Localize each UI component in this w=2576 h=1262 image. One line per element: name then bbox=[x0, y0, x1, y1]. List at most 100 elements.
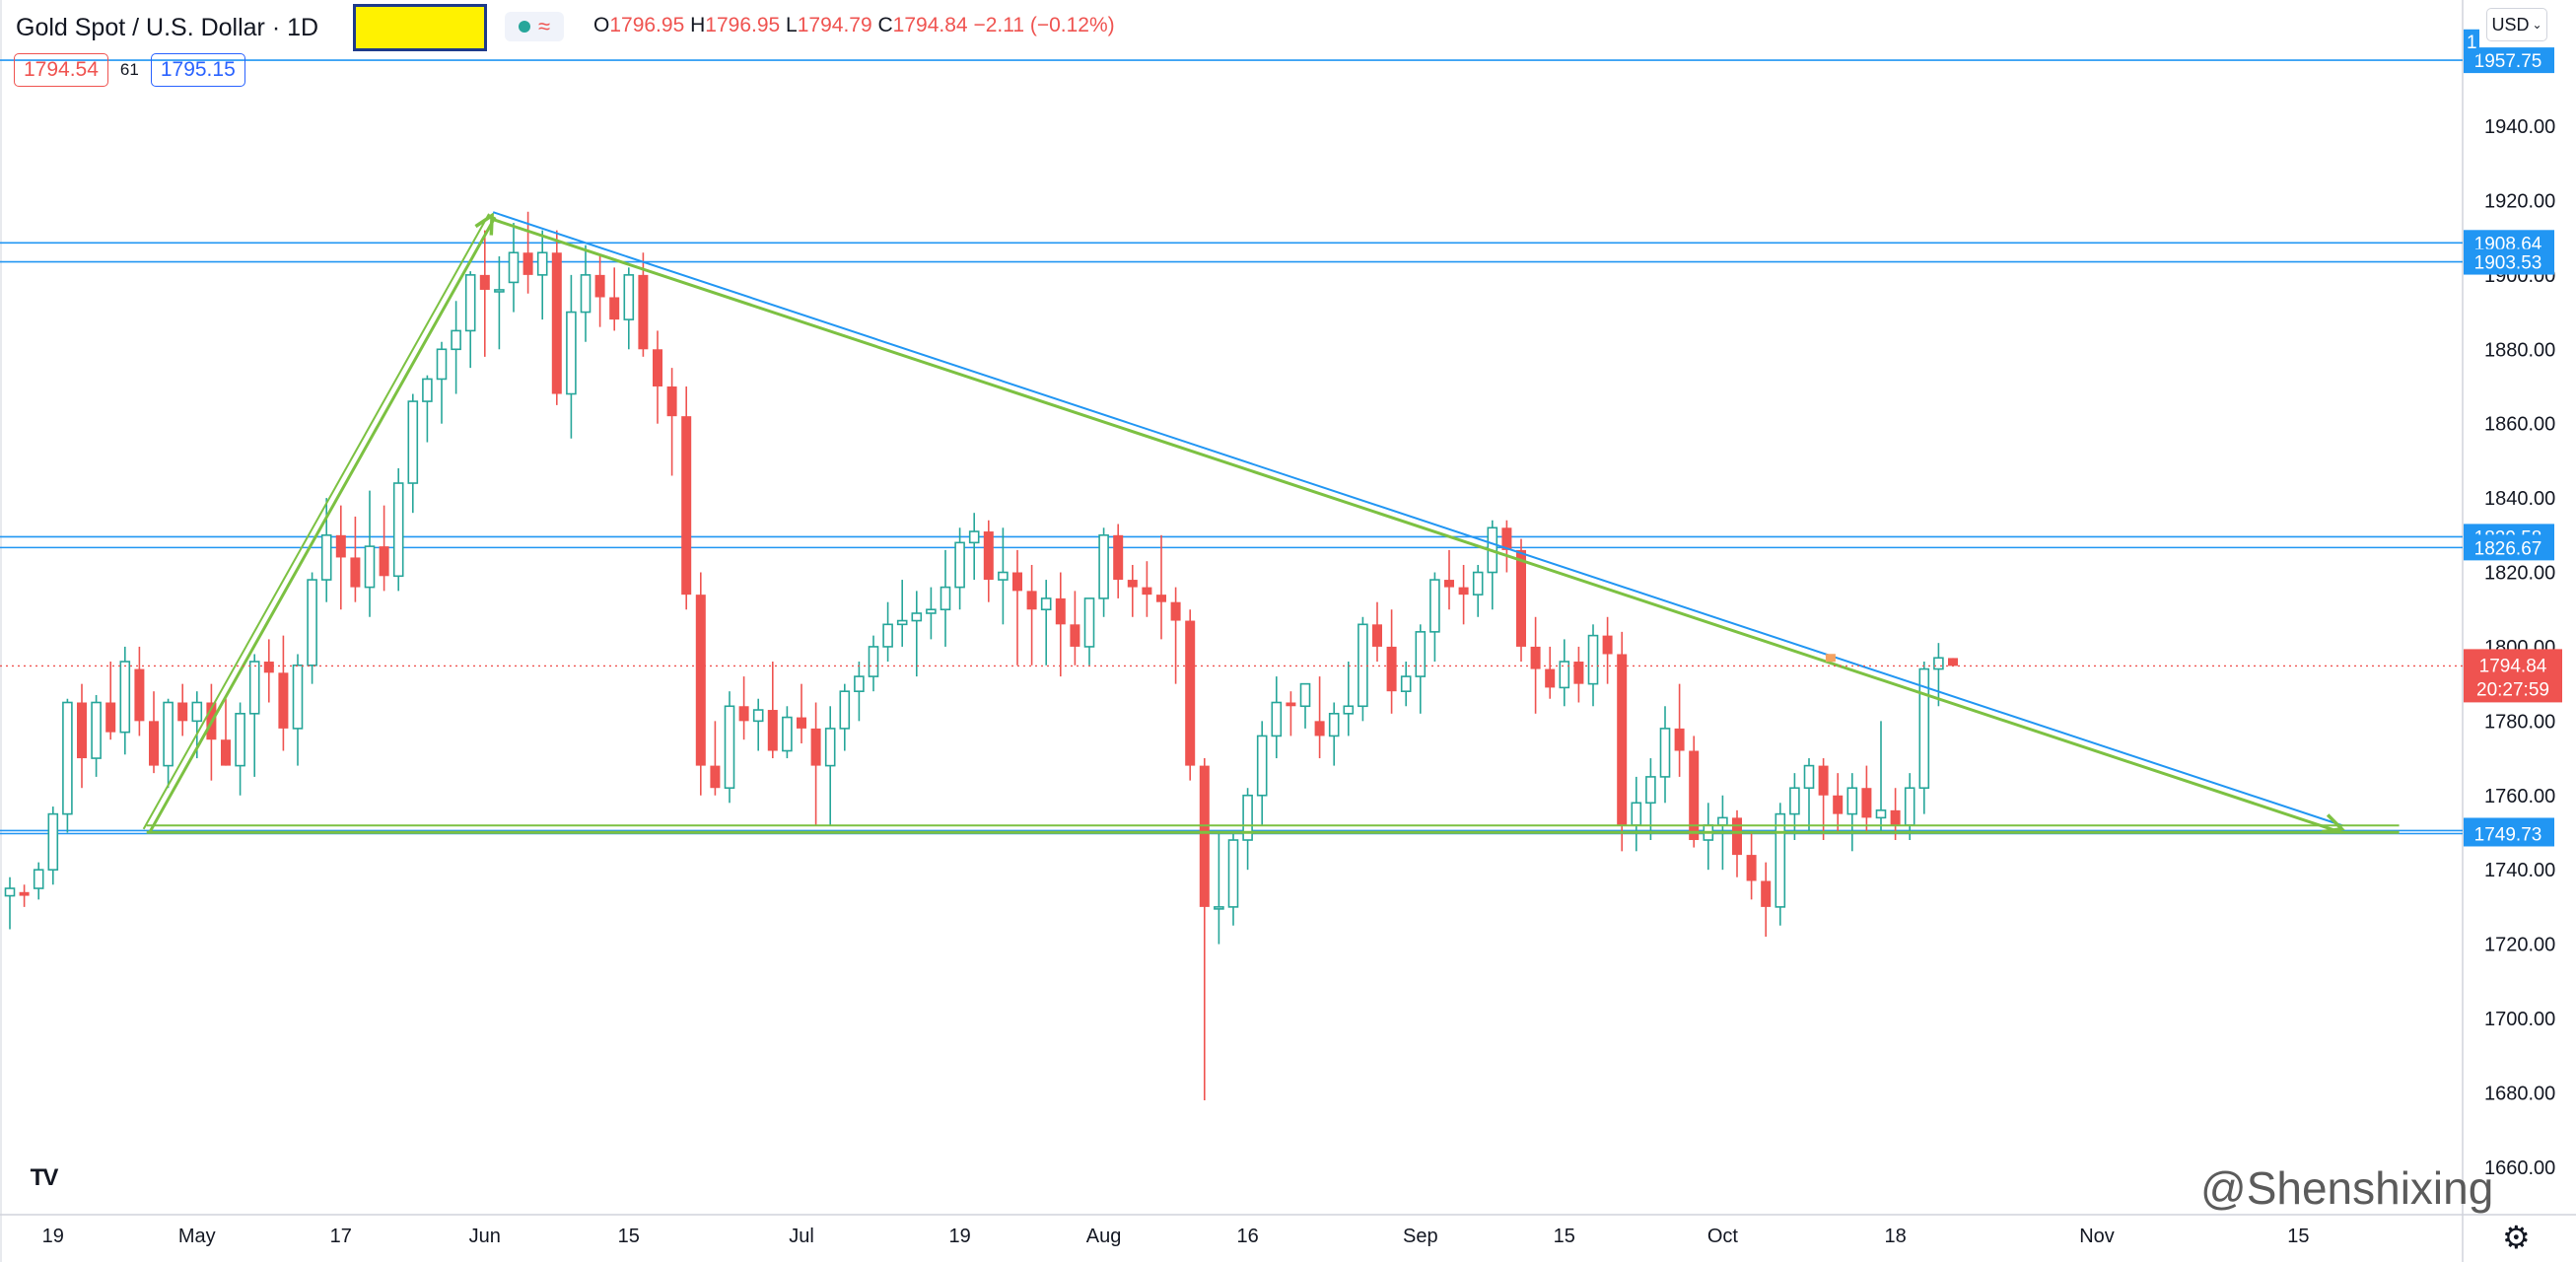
candle-body bbox=[4, 887, 16, 897]
candle-body bbox=[177, 702, 188, 722]
candle-body bbox=[710, 765, 721, 789]
candle-body bbox=[1818, 765, 1829, 796]
candle-body bbox=[1040, 597, 1052, 611]
high-label: H bbox=[690, 14, 706, 36]
candle-body bbox=[1918, 667, 1930, 790]
candle-body bbox=[968, 530, 980, 544]
candle-body bbox=[1645, 776, 1656, 805]
y-tick-label: 1860.00 bbox=[2484, 414, 2555, 436]
x-tick-label: May bbox=[178, 1226, 216, 1247]
x-tick-label: Sep bbox=[1403, 1226, 1438, 1247]
candle-body bbox=[566, 311, 577, 395]
level-price-tag bbox=[2464, 534, 2554, 561]
y-tick-label: 1840.00 bbox=[2484, 488, 2555, 510]
candle-body bbox=[1328, 713, 1340, 737]
high-value: 1796.95 bbox=[705, 14, 781, 36]
candle-body bbox=[695, 595, 706, 766]
buy-button[interactable]: 1795.15 bbox=[150, 53, 245, 87]
x-tick-label: Nov bbox=[2079, 1226, 2115, 1247]
candle-body bbox=[292, 664, 304, 730]
candle-body bbox=[1833, 795, 1844, 814]
candle-body bbox=[1890, 809, 1901, 825]
candle-body bbox=[1055, 597, 1066, 625]
candle-body bbox=[1113, 534, 1124, 581]
candle-body bbox=[1343, 705, 1355, 715]
candle-body bbox=[653, 349, 662, 386]
market-open-dot-icon bbox=[518, 21, 530, 33]
candle-body bbox=[1674, 728, 1685, 751]
candle-body bbox=[1732, 817, 1742, 856]
y-tick-label: 1780.00 bbox=[2484, 711, 2555, 733]
indicator-status[interactable]: ≈ bbox=[505, 12, 564, 41]
candle-body bbox=[392, 482, 404, 578]
x-tick-label: Aug bbox=[1086, 1226, 1122, 1247]
candle-body bbox=[1501, 527, 1512, 550]
candle-body bbox=[854, 675, 865, 692]
candle-body bbox=[797, 717, 806, 729]
candle-body bbox=[738, 706, 749, 722]
current-price-label: 1794.84 bbox=[2479, 656, 2547, 676]
candle-body bbox=[307, 579, 317, 666]
candle-body bbox=[1242, 794, 1253, 841]
candle-body bbox=[1214, 906, 1224, 910]
candle-body bbox=[1286, 702, 1296, 707]
candle-body bbox=[1659, 728, 1671, 778]
candle-body bbox=[1587, 634, 1599, 685]
sell-button[interactable]: 1794.54 bbox=[14, 53, 108, 87]
currency-dropdown[interactable]: USD ⌄ bbox=[2486, 8, 2547, 41]
candle-body bbox=[1803, 764, 1815, 790]
candle-body bbox=[1617, 654, 1628, 825]
candle-body bbox=[1717, 816, 1728, 826]
candle-body bbox=[33, 869, 44, 889]
candle-body bbox=[105, 702, 116, 733]
level-price-label: 1903.53 bbox=[2474, 253, 2542, 274]
trendline-edge bbox=[142, 213, 490, 830]
candle-body bbox=[1875, 809, 1887, 819]
candle-body bbox=[235, 713, 245, 767]
candle-body bbox=[1948, 658, 1958, 666]
y-tick-label: 1740.00 bbox=[2484, 860, 2555, 881]
candle-body bbox=[1415, 631, 1427, 677]
countdown-label: 20:27:59 bbox=[2476, 679, 2549, 700]
y-tick-label: 1720.00 bbox=[2484, 935, 2555, 956]
candle-body bbox=[1458, 587, 1469, 596]
candle-body bbox=[1372, 624, 1382, 647]
candle-body bbox=[1429, 579, 1440, 633]
candle-body bbox=[839, 690, 851, 730]
y-tick-label: 1760.00 bbox=[2484, 786, 2555, 807]
level-price-label: 1 bbox=[2467, 33, 2477, 53]
y-tick-label: 1660.00 bbox=[2484, 1157, 2555, 1179]
change-value: −2.11 (−0.12%) bbox=[973, 14, 1115, 36]
x-tick-label: 15 bbox=[2287, 1226, 2309, 1247]
x-tick-label: Jul bbox=[789, 1226, 814, 1247]
candle-body bbox=[824, 728, 836, 767]
candle-body bbox=[149, 721, 159, 766]
candle-body bbox=[1127, 580, 1138, 588]
candle-body bbox=[911, 612, 923, 622]
tradingview-logo-icon[interactable]: TV bbox=[30, 1164, 59, 1191]
current-price-tag bbox=[2464, 649, 2562, 703]
candle-body bbox=[263, 662, 274, 673]
candle-body bbox=[724, 705, 735, 790]
y-tick-label: 1700.00 bbox=[2484, 1009, 2555, 1030]
watermark: @Shenshixing bbox=[2200, 1162, 2494, 1214]
candle-body bbox=[1530, 646, 1541, 669]
x-tick-label: 15 bbox=[1554, 1226, 1575, 1247]
candle-body bbox=[1299, 682, 1311, 708]
candle-body bbox=[77, 702, 87, 759]
candle-body bbox=[752, 709, 764, 723]
open-value: 1796.95 bbox=[609, 14, 685, 36]
y-tick-label: 1680.00 bbox=[2484, 1083, 2555, 1104]
candle-body bbox=[464, 274, 476, 332]
y-tick-label: 1920.00 bbox=[2484, 190, 2555, 212]
candle-body bbox=[940, 586, 951, 611]
candle-body bbox=[1083, 597, 1095, 648]
gear-icon[interactable]: ⚙ bbox=[2502, 1220, 2531, 1255]
candle-body bbox=[364, 545, 376, 589]
candle-body bbox=[163, 701, 174, 767]
candle-body bbox=[1386, 646, 1397, 692]
candle-body bbox=[119, 661, 131, 734]
candle-body bbox=[1142, 587, 1152, 596]
symbol-title[interactable]: Gold Spot / U.S. Dollar · 1D bbox=[16, 13, 319, 41]
